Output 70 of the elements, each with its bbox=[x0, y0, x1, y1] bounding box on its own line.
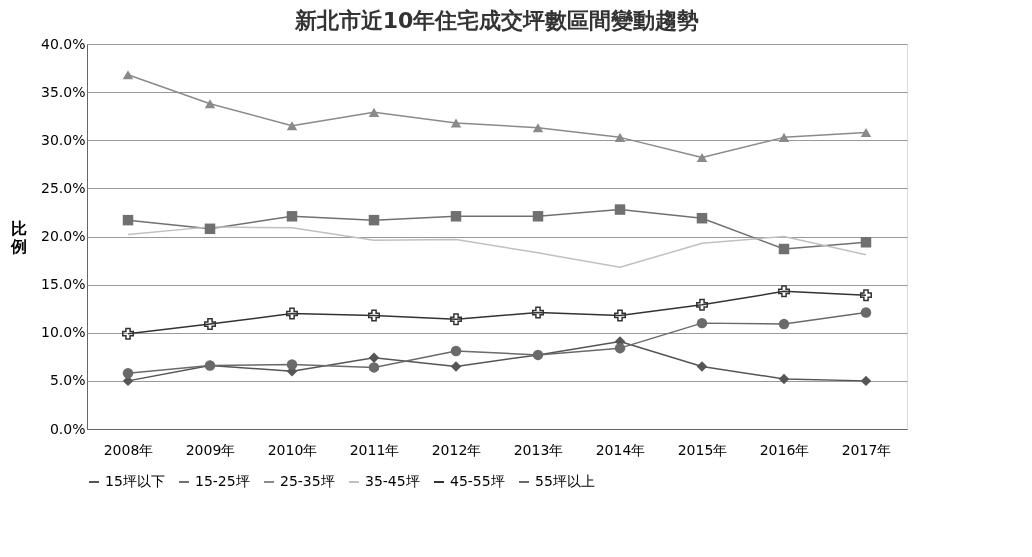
y-tick-label: 40.0% bbox=[41, 35, 86, 52]
point bbox=[286, 211, 298, 222]
legend-label: 55坪以上 bbox=[535, 473, 595, 489]
point bbox=[204, 318, 216, 331]
x-tick-label: 2013年 bbox=[513, 441, 564, 458]
point bbox=[204, 99, 216, 109]
legend-label: 15坪以下 bbox=[105, 473, 165, 489]
x-tick-label: 2011年 bbox=[349, 441, 400, 458]
y-tick-label: 20.0% bbox=[41, 228, 86, 244]
point bbox=[122, 367, 134, 379]
point bbox=[860, 237, 872, 248]
point bbox=[532, 306, 544, 319]
y-tick-label: 35.0% bbox=[41, 83, 86, 100]
point bbox=[122, 214, 134, 226]
x-tick-label: 2017年 bbox=[841, 441, 892, 458]
y-tick-label: 15.0% bbox=[41, 276, 86, 293]
y-tick-label: 25.0% bbox=[41, 179, 86, 196]
x-tick-label: 2012年 bbox=[431, 441, 482, 458]
x-tick-label: 2015年 bbox=[677, 441, 728, 458]
y-tick-label: 10.0% bbox=[41, 324, 86, 341]
point bbox=[368, 214, 380, 226]
point bbox=[778, 243, 790, 255]
point bbox=[204, 223, 216, 235]
point bbox=[614, 204, 626, 215]
x-tick-label: 2014年 bbox=[595, 441, 646, 458]
point bbox=[450, 361, 462, 372]
legend-label: 15-25坪 bbox=[195, 473, 250, 489]
point bbox=[286, 359, 298, 370]
point bbox=[368, 309, 380, 322]
point bbox=[778, 285, 790, 298]
point bbox=[860, 289, 872, 302]
x-tick-label: 2009年 bbox=[185, 441, 236, 458]
point bbox=[286, 307, 298, 320]
x-tick-label: 2016年 bbox=[759, 441, 810, 458]
point bbox=[614, 309, 626, 322]
legend-label: 35-45坪 bbox=[365, 473, 420, 489]
y-axis-title: 比例 bbox=[10, 219, 28, 256]
point bbox=[860, 307, 872, 318]
point bbox=[778, 132, 790, 142]
point bbox=[450, 345, 462, 357]
chart-title: 新北市近10年住宅成交坪數區間變動趨勢 bbox=[293, 8, 700, 33]
point bbox=[450, 211, 462, 222]
y-tick-label: 30.0% bbox=[41, 131, 86, 148]
point bbox=[778, 373, 790, 385]
point bbox=[860, 375, 872, 387]
point bbox=[778, 318, 790, 330]
point bbox=[122, 70, 134, 80]
y-tick-label: 0.0% bbox=[49, 420, 86, 437]
point bbox=[614, 132, 626, 142]
point bbox=[368, 107, 380, 117]
point bbox=[286, 121, 298, 131]
point bbox=[368, 362, 380, 373]
point bbox=[696, 212, 708, 224]
point bbox=[532, 211, 544, 222]
point bbox=[368, 352, 380, 364]
legend-label: 25-35坪 bbox=[280, 473, 335, 489]
point bbox=[122, 327, 134, 340]
legend-label: 45-55坪 bbox=[450, 473, 505, 489]
point bbox=[696, 361, 708, 372]
point bbox=[696, 298, 708, 311]
point bbox=[450, 313, 462, 326]
x-tick-label: 2008年 bbox=[103, 441, 154, 458]
point bbox=[450, 118, 462, 128]
point bbox=[696, 317, 708, 329]
point bbox=[860, 128, 872, 138]
point bbox=[696, 153, 708, 163]
x-tick-label: 2010年 bbox=[267, 441, 318, 458]
point bbox=[614, 342, 626, 354]
point bbox=[532, 123, 544, 133]
y-tick-label: 5.0% bbox=[49, 372, 86, 389]
